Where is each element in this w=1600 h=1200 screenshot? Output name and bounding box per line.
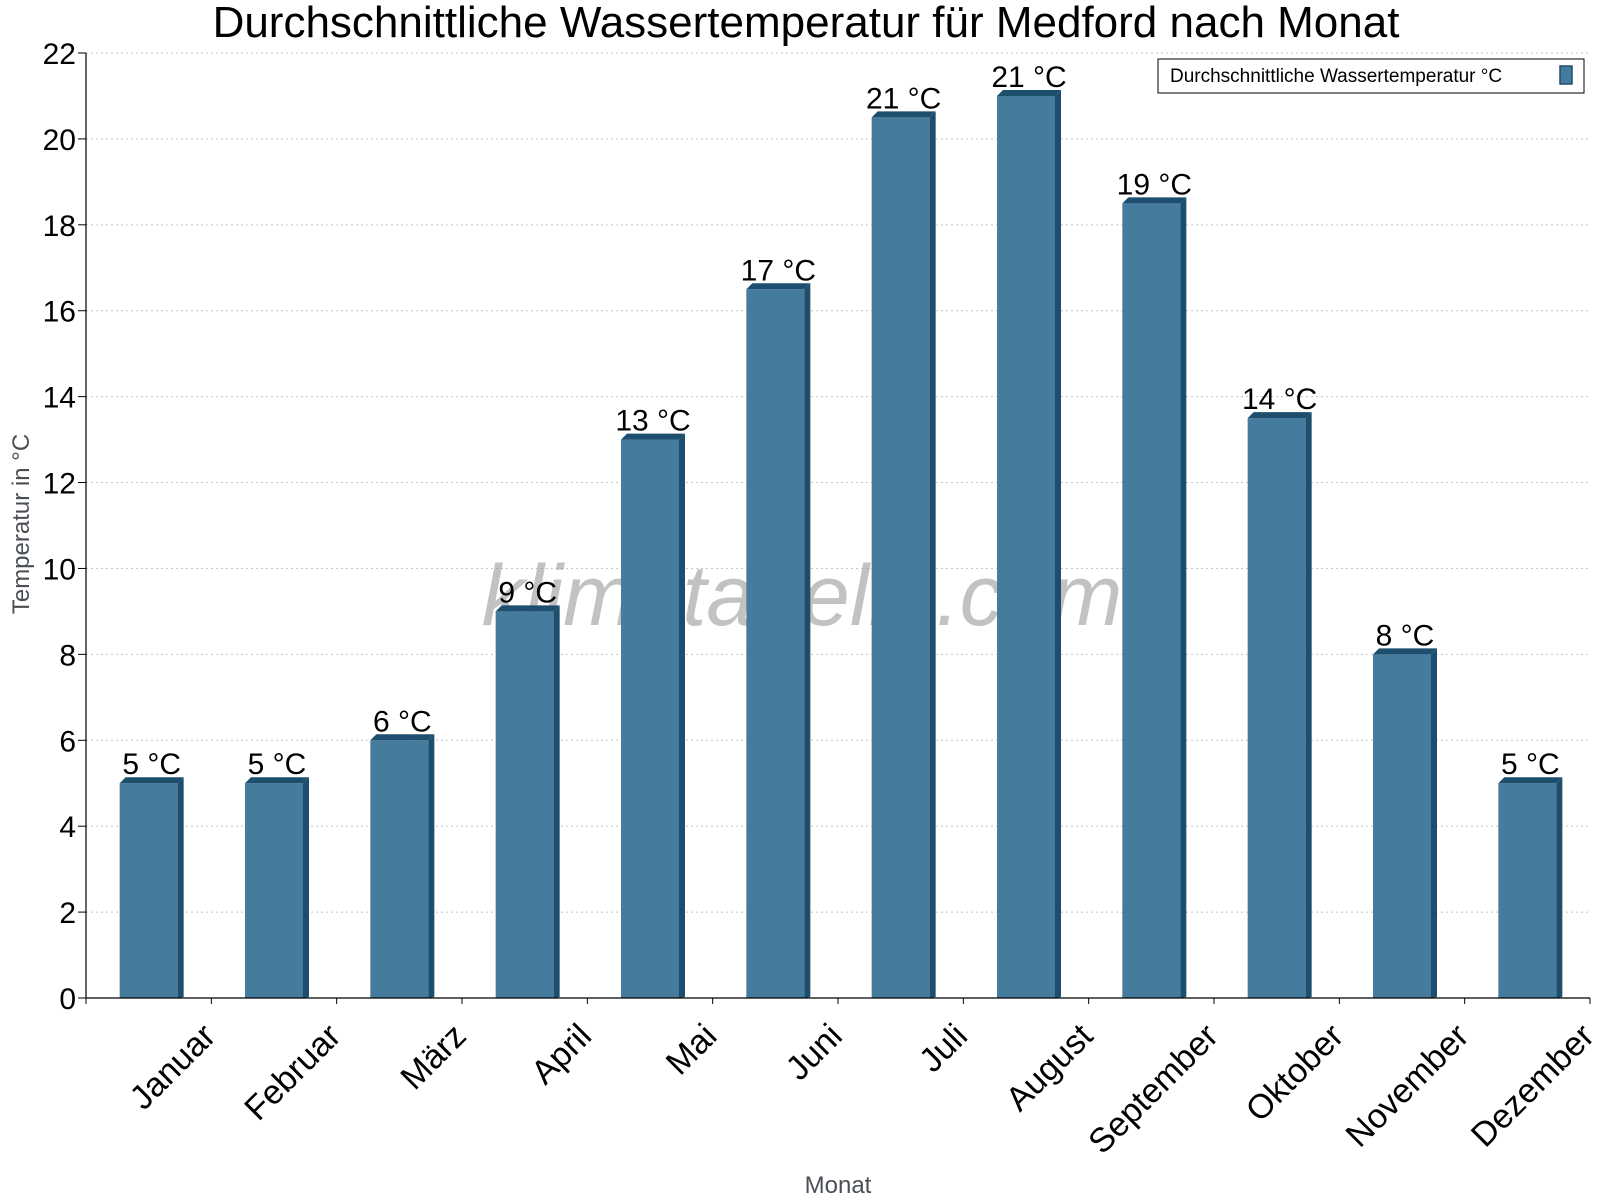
data-label: 13 °C	[615, 405, 690, 438]
data-label: 5 °C	[248, 748, 307, 781]
bar-front	[871, 117, 930, 998]
data-label: 19 °C	[1117, 168, 1192, 201]
x-tick-label: Juli	[912, 1017, 975, 1080]
axes	[85, 53, 1590, 999]
bar-front	[746, 289, 805, 998]
bar-top	[1247, 412, 1312, 419]
bars	[119, 89, 1563, 999]
y-tick-label: 0	[59, 983, 76, 1016]
y-tick-label: 22	[43, 38, 76, 71]
x-tick-label: März	[393, 1017, 473, 1097]
bar-side	[1556, 777, 1563, 998]
bar-side	[679, 433, 685, 998]
bar-top	[1373, 648, 1437, 655]
bar-front	[1122, 203, 1181, 998]
y-axis-title: Temperatur in °C	[8, 434, 35, 614]
bar-front	[1498, 783, 1557, 998]
bar-top	[1498, 777, 1563, 784]
x-tick-label: Oktober	[1239, 1017, 1351, 1129]
bar-top	[495, 605, 560, 612]
bar-1	[119, 777, 184, 998]
bar-side	[804, 283, 811, 998]
x-tick-label: Mai	[659, 1017, 725, 1083]
x-axis-title: Monat	[805, 1172, 872, 1199]
x-tick-label: Februar	[237, 1017, 348, 1128]
y-tick-label: 16	[43, 296, 76, 329]
bar-side	[1431, 648, 1437, 998]
bar-12	[1498, 777, 1563, 998]
bar-top	[370, 734, 435, 741]
bar-4	[495, 605, 560, 998]
x-tick-label: November	[1339, 1017, 1477, 1155]
data-label: 21 °C	[991, 61, 1066, 94]
bar-top	[871, 111, 936, 118]
y-tick-label: 2	[59, 897, 76, 930]
bar-5	[621, 433, 685, 998]
legend-swatch	[1559, 65, 1573, 85]
bar-top	[119, 777, 184, 784]
data-label: 17 °C	[741, 254, 816, 287]
bar-side	[1180, 197, 1187, 998]
legend-label: Durchschnittliche Wassertemperatur °C	[1170, 66, 1502, 87]
x-tick-label: September	[1081, 1017, 1225, 1161]
y-tick-label: 12	[43, 468, 76, 501]
bar-front	[997, 95, 1055, 999]
bar-11	[1373, 648, 1437, 998]
bar-top	[997, 89, 1061, 96]
bar-top	[1122, 197, 1187, 204]
bar-front	[495, 611, 554, 998]
bar-front	[621, 439, 679, 998]
x-axis-ticks: Januar Februar März April Mai Juni Juli AugustS…	[85, 998, 1600, 1161]
data-label: 6 °C	[373, 705, 432, 738]
bar-side	[177, 777, 184, 998]
y-tick-label: 10	[43, 553, 76, 586]
bar-front	[1247, 418, 1306, 998]
bar-front	[1373, 654, 1431, 998]
x-tick-label: Dezember	[1464, 1017, 1600, 1155]
bar-side	[428, 734, 435, 998]
chart-title: Durchschnittliche Wassertemperatur für M…	[213, 0, 1400, 47]
bar-2	[245, 777, 309, 998]
bar-side	[929, 111, 936, 998]
y-tick-label: 18	[43, 210, 76, 243]
bar-side	[303, 777, 309, 998]
bar-9	[1122, 197, 1187, 998]
data-labels: 5 °C 5 °C 6 °C 9 °C 13 °C 17 °C 21 °C 21 °C 19 °…	[122, 61, 1559, 781]
data-label: 21 °C	[866, 82, 941, 115]
legend-box	[1157, 58, 1585, 94]
y-axis-ticks: 0 2 4 6 8 10 12 14 16 18 20 22	[43, 38, 86, 1016]
y-tick-label: 20	[43, 124, 76, 157]
data-label: 8 °C	[1376, 619, 1435, 652]
legend: Durchschnittliche Wassertemperatur °C	[1157, 58, 1585, 94]
bar-front	[119, 783, 178, 998]
data-label: 5 °C	[1501, 748, 1560, 781]
bar-8	[997, 89, 1061, 999]
x-tick-label: Januar	[123, 1017, 223, 1117]
bar-top	[621, 433, 685, 440]
y-tick-label: 4	[59, 811, 76, 844]
x-tick-label: August	[999, 1016, 1101, 1118]
bar-top	[746, 283, 811, 290]
x-tick-label: April	[524, 1017, 599, 1092]
data-label: 14 °C	[1242, 383, 1317, 416]
x-tick-label: Juni	[779, 1017, 850, 1088]
bar-3	[370, 734, 435, 998]
bar-side	[1305, 412, 1312, 998]
bar-front	[245, 783, 303, 998]
bar-side	[553, 605, 560, 998]
bar-top	[245, 777, 309, 784]
y-tick-label: 6	[59, 725, 76, 758]
bar-7	[871, 111, 936, 998]
bar-10	[1247, 412, 1312, 998]
y-tick-label: 8	[59, 639, 76, 672]
bar-side	[1055, 89, 1061, 999]
data-label: 9 °C	[498, 576, 557, 609]
bar-6	[746, 283, 811, 998]
bar-front	[370, 740, 429, 998]
data-label: 5 °C	[122, 748, 181, 781]
grid-lines	[86, 52, 1590, 913]
y-tick-label: 14	[43, 382, 76, 415]
